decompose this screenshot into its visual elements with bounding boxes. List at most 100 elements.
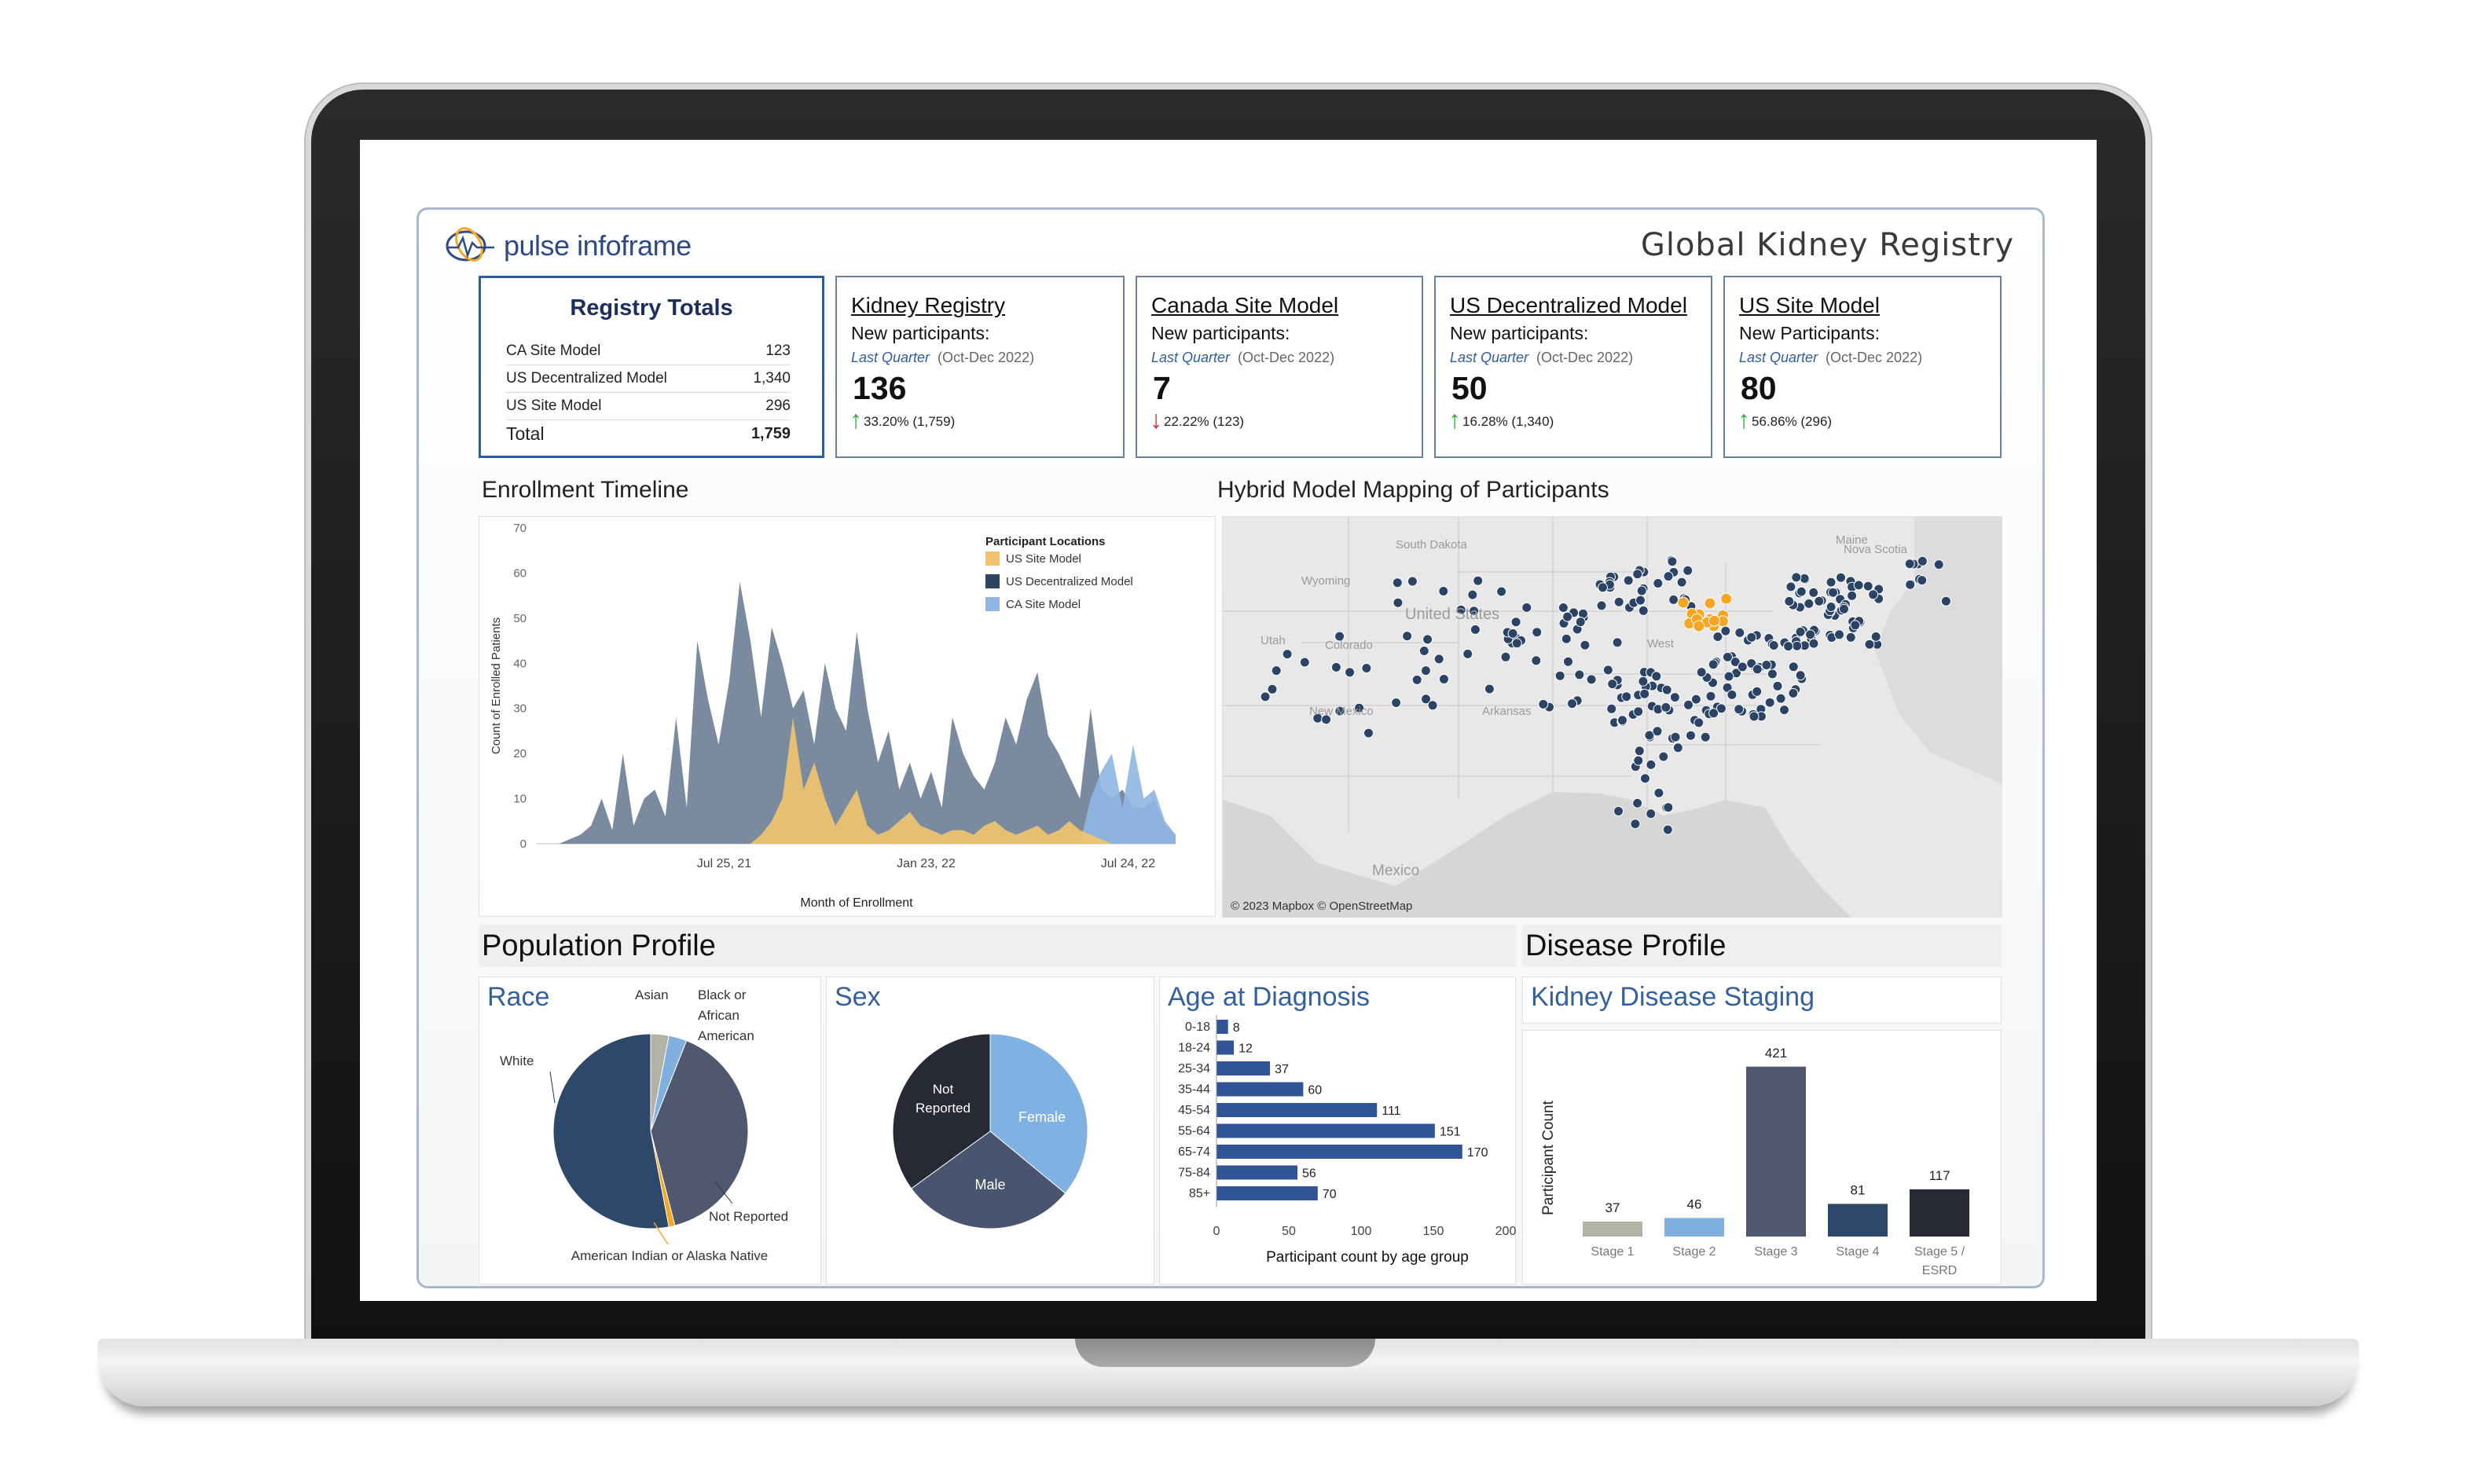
map-attribution[interactable]: © 2023 Mapbox © OpenStreetMap: [1231, 900, 1412, 913]
participant-dot-highlight: [1720, 592, 1733, 605]
participant-dot: [1646, 759, 1657, 770]
race-pie-chart[interactable]: Asian Black or African American Not Reported…: [479, 977, 822, 1285]
registry-totals-card: Registry Totals CA Site Model 123 US Dec…: [479, 276, 824, 458]
map-label: Arkansas: [1482, 705, 1532, 718]
participant-dot: [1669, 692, 1680, 703]
participant-dot: [1694, 717, 1705, 728]
sex-title: Sex: [835, 982, 881, 1012]
participant-dot: [1868, 589, 1879, 600]
participant-dot: [1467, 589, 1478, 600]
participant-dot: [1433, 654, 1444, 665]
bar-category-label: 65-74: [1178, 1145, 1210, 1159]
participant-dot: [1768, 640, 1779, 650]
map-label: West: [1647, 637, 1675, 650]
participant-dot: [1917, 555, 1928, 566]
participant-dot: [1635, 595, 1646, 606]
participant-dot: [1574, 669, 1585, 680]
participant-dot: [1586, 674, 1597, 685]
participant-dot: [1596, 600, 1607, 611]
participant-map[interactable]: South Dakota Wyoming United States Utah …: [1222, 516, 2002, 918]
kpi-change-text: 16.28% (1,340): [1462, 414, 1554, 429]
kpi-title[interactable]: Kidney Registry: [851, 293, 1006, 317]
laptop-notch: [1075, 1339, 1375, 1367]
kpi-period: Last Quarter (Oct-Dec 2022): [1151, 350, 1334, 366]
participant-dot: [1632, 797, 1643, 808]
participant-dot: [1663, 802, 1674, 813]
totals-total-value: 1,759: [750, 425, 791, 442]
participant-dot: [1562, 611, 1573, 622]
participant-dot: [1690, 694, 1701, 705]
participant-dot: [1554, 670, 1565, 681]
totals-row-value: 296: [765, 398, 791, 414]
legend-label: CA Site Model: [1006, 598, 1081, 611]
bar-category-label: 45-54: [1178, 1104, 1210, 1117]
kpi-card-canada-site[interactable]: Canada Site Model New participants: Last…: [1136, 276, 1423, 458]
kpi-change: ↑ 56.86% (296): [1738, 407, 1833, 432]
sex-pie-chart[interactable]: Female Male Not Reported: [827, 977, 1155, 1285]
arrow-up-icon: ↑: [850, 405, 862, 434]
participant-dot: [1422, 634, 1433, 645]
participant-dot: [1847, 590, 1858, 601]
participant-dot: [1828, 587, 1838, 598]
map-section-title: Hybrid Model Mapping of Participants: [1217, 477, 1609, 503]
participant-dot: [1653, 787, 1664, 798]
participant-dot: [1330, 661, 1341, 672]
bar-category-label: Stage 4: [1836, 1245, 1879, 1259]
bar-category-label: 0-18: [1185, 1020, 1210, 1034]
participant-dot: [1795, 626, 1806, 637]
participant-dot: [1839, 603, 1849, 614]
registry-totals-table: CA Site Model 123 US Decentralized Model…: [506, 338, 791, 448]
participant-dot: [1427, 700, 1438, 711]
participant-dot: [1836, 572, 1846, 583]
participant-dot: [1696, 667, 1707, 678]
y-tick-label: 50: [513, 612, 527, 625]
kpi-change-text: 56.86% (296): [1752, 414, 1833, 429]
participant-dot: [1334, 705, 1345, 716]
kpi-subtitle: New Participants:: [1739, 323, 1880, 343]
age-bar-chart[interactable]: 0-18 8 18-24 12 25-34 37 35-44 60 45-54 111 55-64 1…: [1160, 977, 1517, 1285]
age-bar: [1216, 1103, 1378, 1117]
kpi-card-us-site[interactable]: US Site Model New Participants: Last Qua…: [1723, 276, 2002, 458]
participant-dot: [1796, 586, 1807, 597]
participant-dot: [1354, 702, 1365, 713]
kpi-title[interactable]: Canada Site Model: [1151, 293, 1339, 317]
pie-slice: [989, 1033, 1088, 1194]
kpi-value: 80: [1741, 370, 1777, 406]
y-axis-title: Participant Count: [1540, 1100, 1557, 1215]
age-bar: [1216, 1020, 1228, 1034]
x-tick-label: Jul 24, 22: [1101, 857, 1155, 870]
enrollment-chart[interactable]: 0 10 20 30 40 50 60 70 Jul 25, 21 Jan 23, 22 Jul 2…: [479, 517, 1216, 918]
kpi-title[interactable]: US Decentralized Model: [1450, 293, 1687, 317]
participant-dot: [1662, 824, 1673, 835]
totals-row-label: US Decentralized Model: [506, 370, 667, 387]
participant-dot: [1749, 711, 1760, 722]
kpi-period-label: Last Quarter: [1450, 350, 1529, 365]
participant-dot: [1644, 730, 1655, 741]
participant-dot: [1633, 755, 1644, 766]
participant-dot: [1402, 631, 1413, 642]
kpi-title[interactable]: US Site Model: [1739, 293, 1880, 317]
kpi-card-kidney-registry[interactable]: Kidney Registry New participants: Last Q…: [835, 276, 1125, 458]
bar-category-label: 18-24: [1178, 1042, 1210, 1055]
participant-dot: [1734, 627, 1745, 638]
totals-row: US Decentralized Model 1,340: [506, 365, 791, 393]
participant-dot: [1407, 576, 1418, 587]
logo[interactable]: pulse infoframe: [442, 222, 692, 269]
kpi-card-us-decentralized[interactable]: US Decentralized Model New participants:…: [1434, 276, 1712, 458]
bar-value-label: 421: [1765, 1046, 1787, 1061]
participant-dot: [1917, 575, 1928, 586]
bar-value-label: 81: [1851, 1182, 1866, 1197]
participant-dot: [1862, 581, 1873, 592]
participant-dot: [1772, 680, 1783, 691]
map-canvas[interactable]: South Dakota Wyoming United States Utah …: [1223, 517, 2002, 918]
population-section-title: Population Profile: [482, 929, 716, 962]
pie-label: Female: [1018, 1109, 1066, 1125]
age-bar: [1216, 1061, 1271, 1075]
participant-dot: [1723, 671, 1734, 682]
stage-bar: [1583, 1221, 1642, 1237]
staging-bar-chart[interactable]: Participant Count 37 Stage 1 46 Stage 2 421 St…: [1523, 1031, 2002, 1285]
totals-row: US Site Model 296: [506, 393, 791, 420]
pie-label: African: [698, 1008, 739, 1023]
stage-bar: [1664, 1218, 1724, 1237]
map-dots-layer[interactable]: [1260, 555, 1951, 835]
